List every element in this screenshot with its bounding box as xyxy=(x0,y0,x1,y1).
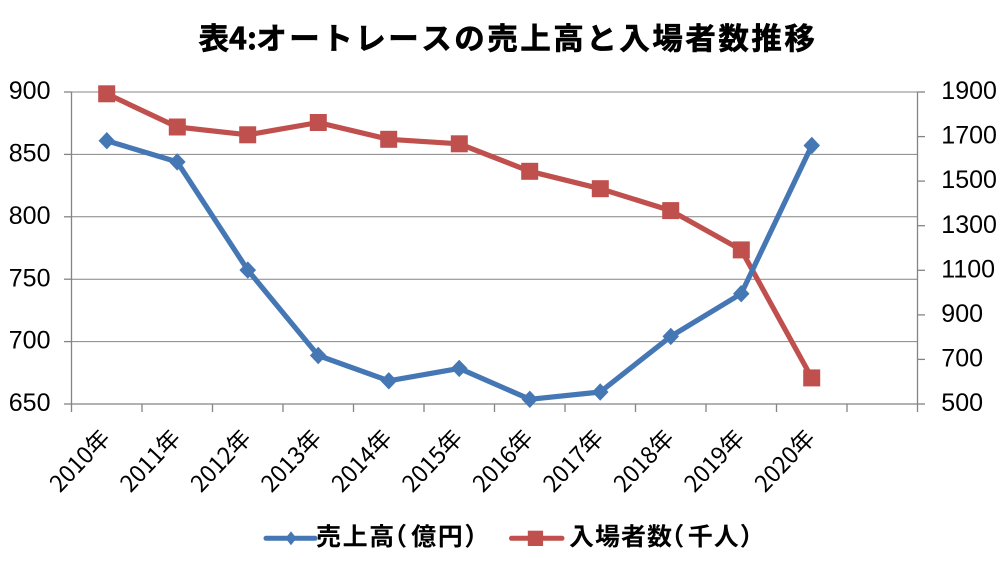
svg-text:850: 850 xyxy=(9,140,51,168)
svg-text:500: 500 xyxy=(941,389,983,417)
svg-text:700: 700 xyxy=(9,327,51,355)
svg-text:800: 800 xyxy=(9,202,51,230)
svg-text:1300: 1300 xyxy=(941,211,997,239)
svg-text:700: 700 xyxy=(941,345,983,373)
svg-text:1700: 1700 xyxy=(941,122,997,150)
svg-text:900: 900 xyxy=(9,77,51,105)
svg-text:750: 750 xyxy=(9,264,51,292)
svg-text:650: 650 xyxy=(9,389,51,417)
svg-text:900: 900 xyxy=(941,300,983,328)
svg-text:1900: 1900 xyxy=(941,77,997,105)
svg-text:1500: 1500 xyxy=(941,166,997,194)
svg-text:1100: 1100 xyxy=(941,255,995,283)
